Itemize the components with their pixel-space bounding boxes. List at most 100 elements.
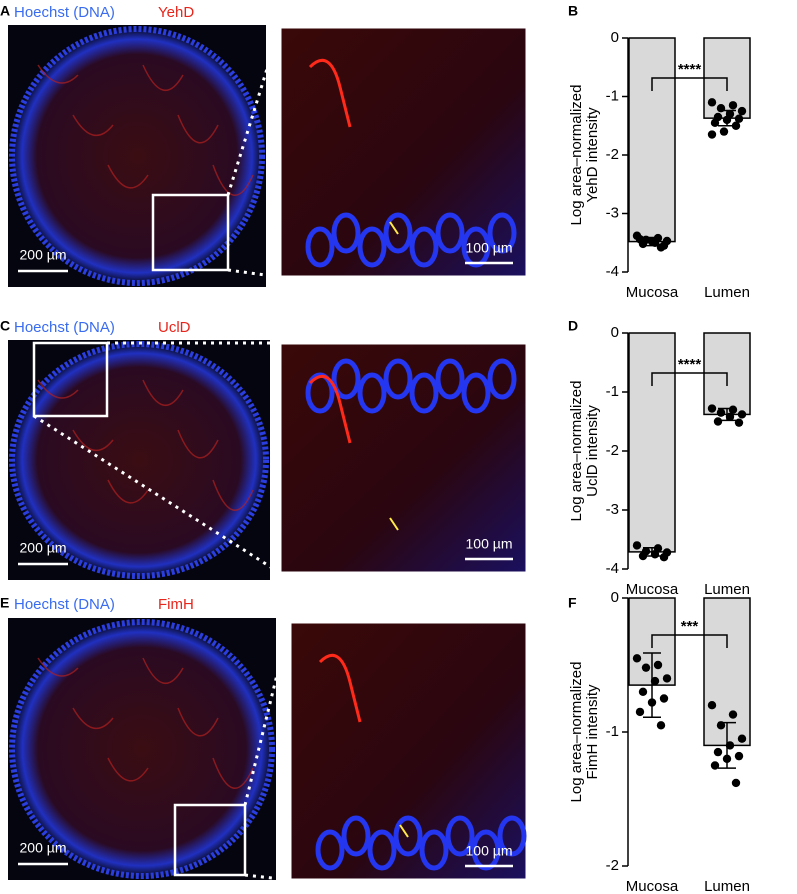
data-point <box>638 551 648 561</box>
y-tick-label: -3 <box>606 204 619 221</box>
epithelium <box>305 372 335 414</box>
y-axis-label: Log area–normalized <box>568 662 585 803</box>
significance-bracket <box>651 372 728 386</box>
data-point <box>734 751 744 761</box>
signal <box>318 653 362 723</box>
tissue-section <box>9 619 275 879</box>
epithelium <box>305 226 335 268</box>
data-point <box>722 115 732 125</box>
inset-box <box>32 341 109 418</box>
data-point <box>647 237 657 246</box>
data-point <box>659 553 669 562</box>
scale-label: 200 µm <box>20 540 67 556</box>
epithelium <box>331 358 361 400</box>
data-point <box>647 698 657 707</box>
epithelium <box>435 212 465 254</box>
inset-connector <box>33 414 281 575</box>
target-label: FimH <box>158 596 194 613</box>
tissue-section <box>9 26 265 286</box>
x-tick-label: Mucosa <box>626 581 679 598</box>
epithelium <box>435 358 465 400</box>
tissue-fiber <box>72 707 114 730</box>
epithelium <box>341 815 371 857</box>
data-point <box>653 660 663 670</box>
y-tick-label: -2 <box>606 442 619 459</box>
signal <box>308 374 352 444</box>
epithelium <box>315 829 345 871</box>
epithelium <box>419 829 449 871</box>
zoom-image <box>288 620 529 882</box>
y-tick-label: 0 <box>611 29 619 46</box>
data-point <box>734 418 744 427</box>
epithelium <box>383 358 413 400</box>
data-point <box>710 761 720 770</box>
tissue-fiber <box>142 64 184 92</box>
tissue-fiber <box>142 657 184 685</box>
tissue-fiber <box>72 114 114 137</box>
panel-letter: C <box>0 318 10 334</box>
tissue-fiber <box>37 657 79 677</box>
data-point <box>737 734 747 743</box>
data-point <box>728 710 738 719</box>
data-point <box>635 707 645 717</box>
y-tick-label: -4 <box>606 560 619 577</box>
significance-label: **** <box>678 61 702 78</box>
epithelium <box>357 226 387 268</box>
scale-label: 200 µm <box>20 840 67 856</box>
data-point <box>731 121 741 130</box>
data-point <box>707 404 717 413</box>
epithelium <box>471 829 501 871</box>
marker <box>399 824 409 838</box>
epithelium <box>367 829 397 871</box>
signal <box>308 58 352 128</box>
epithelium <box>393 815 423 857</box>
data-point <box>713 747 723 757</box>
x-tick-label: Lumen <box>704 581 750 598</box>
epithelium <box>409 372 439 414</box>
tissue-fiber <box>37 379 79 399</box>
data-point <box>725 412 735 421</box>
tissue-fiber <box>177 429 219 459</box>
data-point <box>728 101 738 110</box>
data-point <box>737 106 747 116</box>
x-tick-label: Lumen <box>704 878 750 894</box>
inset-connector <box>227 268 281 279</box>
tissue-fiber <box>37 64 79 84</box>
y-axis-label: FimH intensity <box>584 684 601 780</box>
data-point <box>719 127 729 136</box>
y-tick-label: -1 <box>606 723 619 740</box>
epithelium <box>357 372 387 414</box>
scale-label: 100 µm <box>466 536 513 552</box>
bar <box>628 332 676 553</box>
data-point <box>710 118 720 128</box>
data-point <box>722 754 732 763</box>
epithelium <box>497 815 527 857</box>
panel-letter: F <box>568 595 577 611</box>
panel-letter: B <box>568 3 578 19</box>
scale-label: 100 µm <box>466 843 513 859</box>
bar <box>703 597 751 747</box>
y-tick-label: -4 <box>606 263 619 280</box>
data-point <box>632 541 642 550</box>
data-point <box>650 676 660 686</box>
epithelium <box>331 212 361 254</box>
data-point <box>725 741 735 750</box>
y-tick-label: -1 <box>606 87 619 104</box>
data-point <box>713 417 723 426</box>
tissue-fiber <box>212 757 254 789</box>
data-point <box>716 104 726 113</box>
epithelium <box>409 226 439 268</box>
y-tick-label: -1 <box>606 383 619 400</box>
y-axis-label: UclD intensity <box>584 405 601 497</box>
data-point <box>635 235 645 244</box>
data-point <box>632 654 642 663</box>
data-point <box>716 408 726 417</box>
epithelium <box>383 212 413 254</box>
y-tick-label: 0 <box>611 324 619 341</box>
tissue-fiber <box>177 707 219 737</box>
inset-connector <box>226 26 282 196</box>
target-label: YehD <box>158 4 194 21</box>
stain-label: Hoechst (DNA) <box>14 319 115 336</box>
tissue-fiber <box>107 757 149 782</box>
